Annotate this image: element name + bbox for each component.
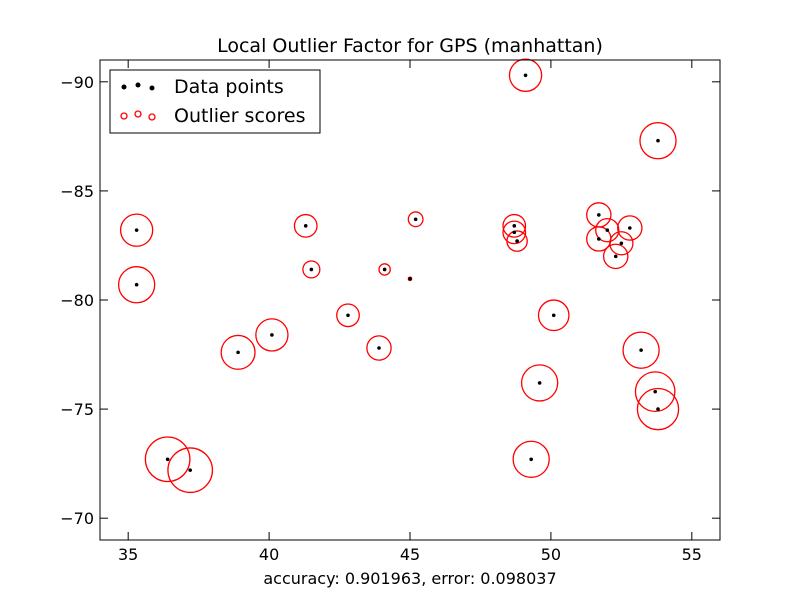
legend-ring-1: [120, 112, 128, 120]
outlier-score-circle: [407, 211, 424, 228]
data-point: [656, 138, 660, 143]
outlier-score-circle: [508, 58, 543, 92]
data-point: [605, 228, 610, 232]
data-point: [523, 73, 528, 78]
legend: Data points Outlier scores: [109, 69, 321, 134]
outlier-score-circle: [506, 230, 528, 252]
data-point: [382, 267, 387, 272]
data-point: [529, 457, 533, 462]
outlier-score-circle: [622, 331, 660, 369]
legend-label-data-points: Data points: [174, 76, 284, 98]
x-tick-label: 40: [259, 545, 279, 564]
data-point: [134, 228, 139, 232]
data-point: [165, 457, 170, 462]
data-point: [309, 267, 314, 272]
legend-dot-1: [121, 84, 127, 90]
outlier-score-circle: [634, 371, 676, 413]
data-point: [134, 282, 139, 287]
chart-title: Local Outlier Factor for GPS (manhattan): [217, 35, 603, 57]
y-tick-label: −75: [60, 400, 94, 419]
legend-box: [109, 69, 321, 134]
x-tick-label: 35: [118, 545, 138, 564]
data-point: [656, 407, 660, 411]
data-point: [515, 239, 519, 243]
outlier-score-circle: [617, 215, 643, 241]
outlier-score-circle: [537, 299, 570, 332]
legend-ring-3: [148, 113, 156, 121]
outlier-score-circle: [639, 122, 677, 160]
x-tick-label: 45: [400, 545, 420, 564]
outlier-score-circle: [609, 231, 634, 256]
data-point: [537, 381, 542, 385]
data-point: [408, 277, 412, 281]
data-point: [613, 254, 618, 259]
outlier-score-circle: [220, 334, 256, 370]
data-point: [377, 346, 381, 350]
data-point: [413, 217, 418, 222]
x-tick-label: 50: [541, 545, 561, 564]
outlier-score-circle: [520, 364, 559, 402]
x-axis-label: accuracy: 0.901963, error: 0.098037: [263, 569, 556, 588]
outlier-score-circle: [366, 335, 392, 361]
y-tick-label: −85: [60, 182, 94, 201]
x-tick-label: 55: [682, 545, 702, 564]
outlier-score-circle: [378, 263, 391, 276]
data-point: [270, 333, 274, 337]
outlier-score-circle: [502, 220, 527, 245]
outlier-score-circle: [293, 213, 318, 238]
legend-dot-3: [149, 85, 155, 91]
data-point: [303, 224, 308, 228]
data-point: [597, 237, 601, 241]
data-point: [597, 213, 601, 217]
data-point: [639, 348, 643, 352]
plot-area: [117, 58, 680, 494]
legend-label-outlier-scores: Outlier scores: [174, 105, 306, 127]
outlier-score-circle: [144, 436, 191, 483]
legend-ring-2: [134, 110, 142, 118]
outlier-score-circle: [119, 213, 154, 247]
outlier-score-circle: [255, 318, 289, 352]
outlier-score-circle: [512, 440, 550, 478]
y-tick-label: −70: [60, 509, 94, 528]
legend-dot-2: [135, 82, 141, 88]
data-point: [236, 350, 240, 355]
data-point: [653, 389, 657, 394]
outlier-score-circle: [167, 447, 214, 494]
data-point: [551, 313, 556, 318]
y-tick-label: −80: [60, 291, 94, 310]
data-point: [346, 313, 350, 318]
outlier-score-circle: [302, 260, 321, 279]
outlier-score-circle: [595, 217, 620, 243]
data-point: [512, 224, 517, 228]
data-point: [512, 230, 517, 235]
outlier-score-circle: [336, 303, 360, 328]
data-point: [188, 468, 192, 472]
data-point: [628, 226, 632, 230]
outlier-score-circle: [602, 243, 629, 270]
axes: 35 40 45 50 55 −90 −85 −80 −75 −70: [60, 59, 721, 564]
data-point: [619, 241, 624, 246]
outlier-score-circle: [636, 387, 680, 431]
outlier-score-circle: [117, 266, 156, 304]
y-tick-label: −90: [60, 73, 94, 92]
outlier-score-circle: [502, 213, 527, 238]
